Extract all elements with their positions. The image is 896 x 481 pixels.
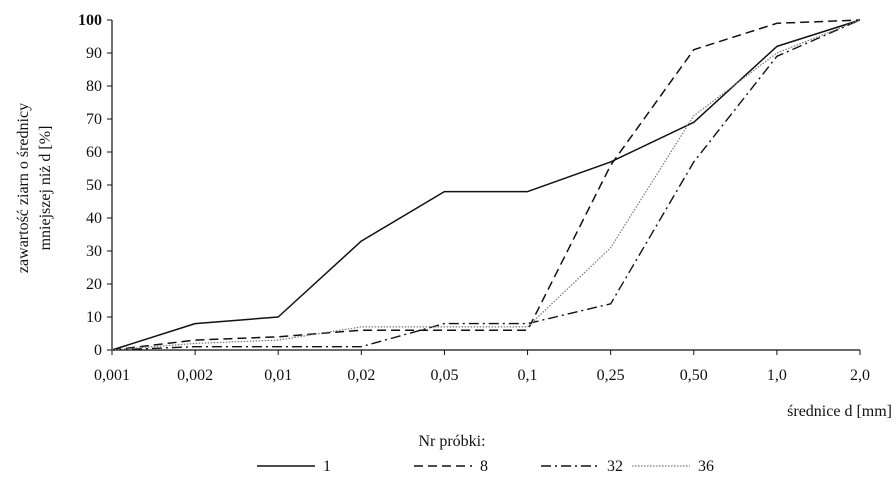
x-tick-label: 0,002 xyxy=(177,367,213,384)
tick-layer: 0 10 20 30 40 50 60 70 80 90 100 0,001 0,002 0,01 0,02… xyxy=(78,12,870,384)
y-axis-title-line1: zawartość ziarn o średnicy xyxy=(15,103,32,273)
series-line-36 xyxy=(111,19,861,351)
y-tick-label: 40 xyxy=(86,210,102,227)
y-tick-label: 50 xyxy=(86,177,102,194)
x-tick-label: 0,50 xyxy=(680,367,708,384)
y-tick-label: 100 xyxy=(78,12,102,29)
x-tick-label: 0,1 xyxy=(518,367,538,384)
x-tick-label: 0,01 xyxy=(264,367,292,384)
x-tick-label: 0,25 xyxy=(597,367,625,384)
series-line-8 xyxy=(111,19,861,351)
legend-label-32: 32 xyxy=(607,458,623,475)
axes xyxy=(111,20,860,351)
series-layer xyxy=(111,19,861,351)
x-tick-label: 0,001 xyxy=(94,367,130,384)
y-tick-label: 20 xyxy=(86,276,102,293)
y-tick-label: 0 xyxy=(94,342,102,359)
legend-label-1: 1 xyxy=(323,458,331,475)
legend: 1 8 32 36 xyxy=(257,458,714,475)
x-tick-label: 0,02 xyxy=(347,367,375,384)
y-tick-label: 60 xyxy=(86,144,102,161)
y-tick-label: 10 xyxy=(86,309,102,326)
y-axis-title-line2: mniejszej niż d [%] xyxy=(37,126,54,251)
y-tick-label: 30 xyxy=(86,243,102,260)
x-axis-title: średnice d [mm] xyxy=(787,403,892,420)
legend-title: Nr próbki: xyxy=(418,433,485,450)
series-line-32 xyxy=(111,19,861,351)
y-tick-label: 70 xyxy=(86,111,102,128)
x-tick-label: 1,0 xyxy=(767,367,787,384)
x-tick-label: 0,05 xyxy=(430,367,458,384)
x-tick-label: 2,0 xyxy=(850,367,870,384)
series-line-1 xyxy=(111,19,861,351)
y-tick-label: 90 xyxy=(86,45,102,62)
legend-label-8: 8 xyxy=(480,458,488,475)
legend-label-36: 36 xyxy=(698,458,714,475)
y-tick-label: 80 xyxy=(86,78,102,95)
